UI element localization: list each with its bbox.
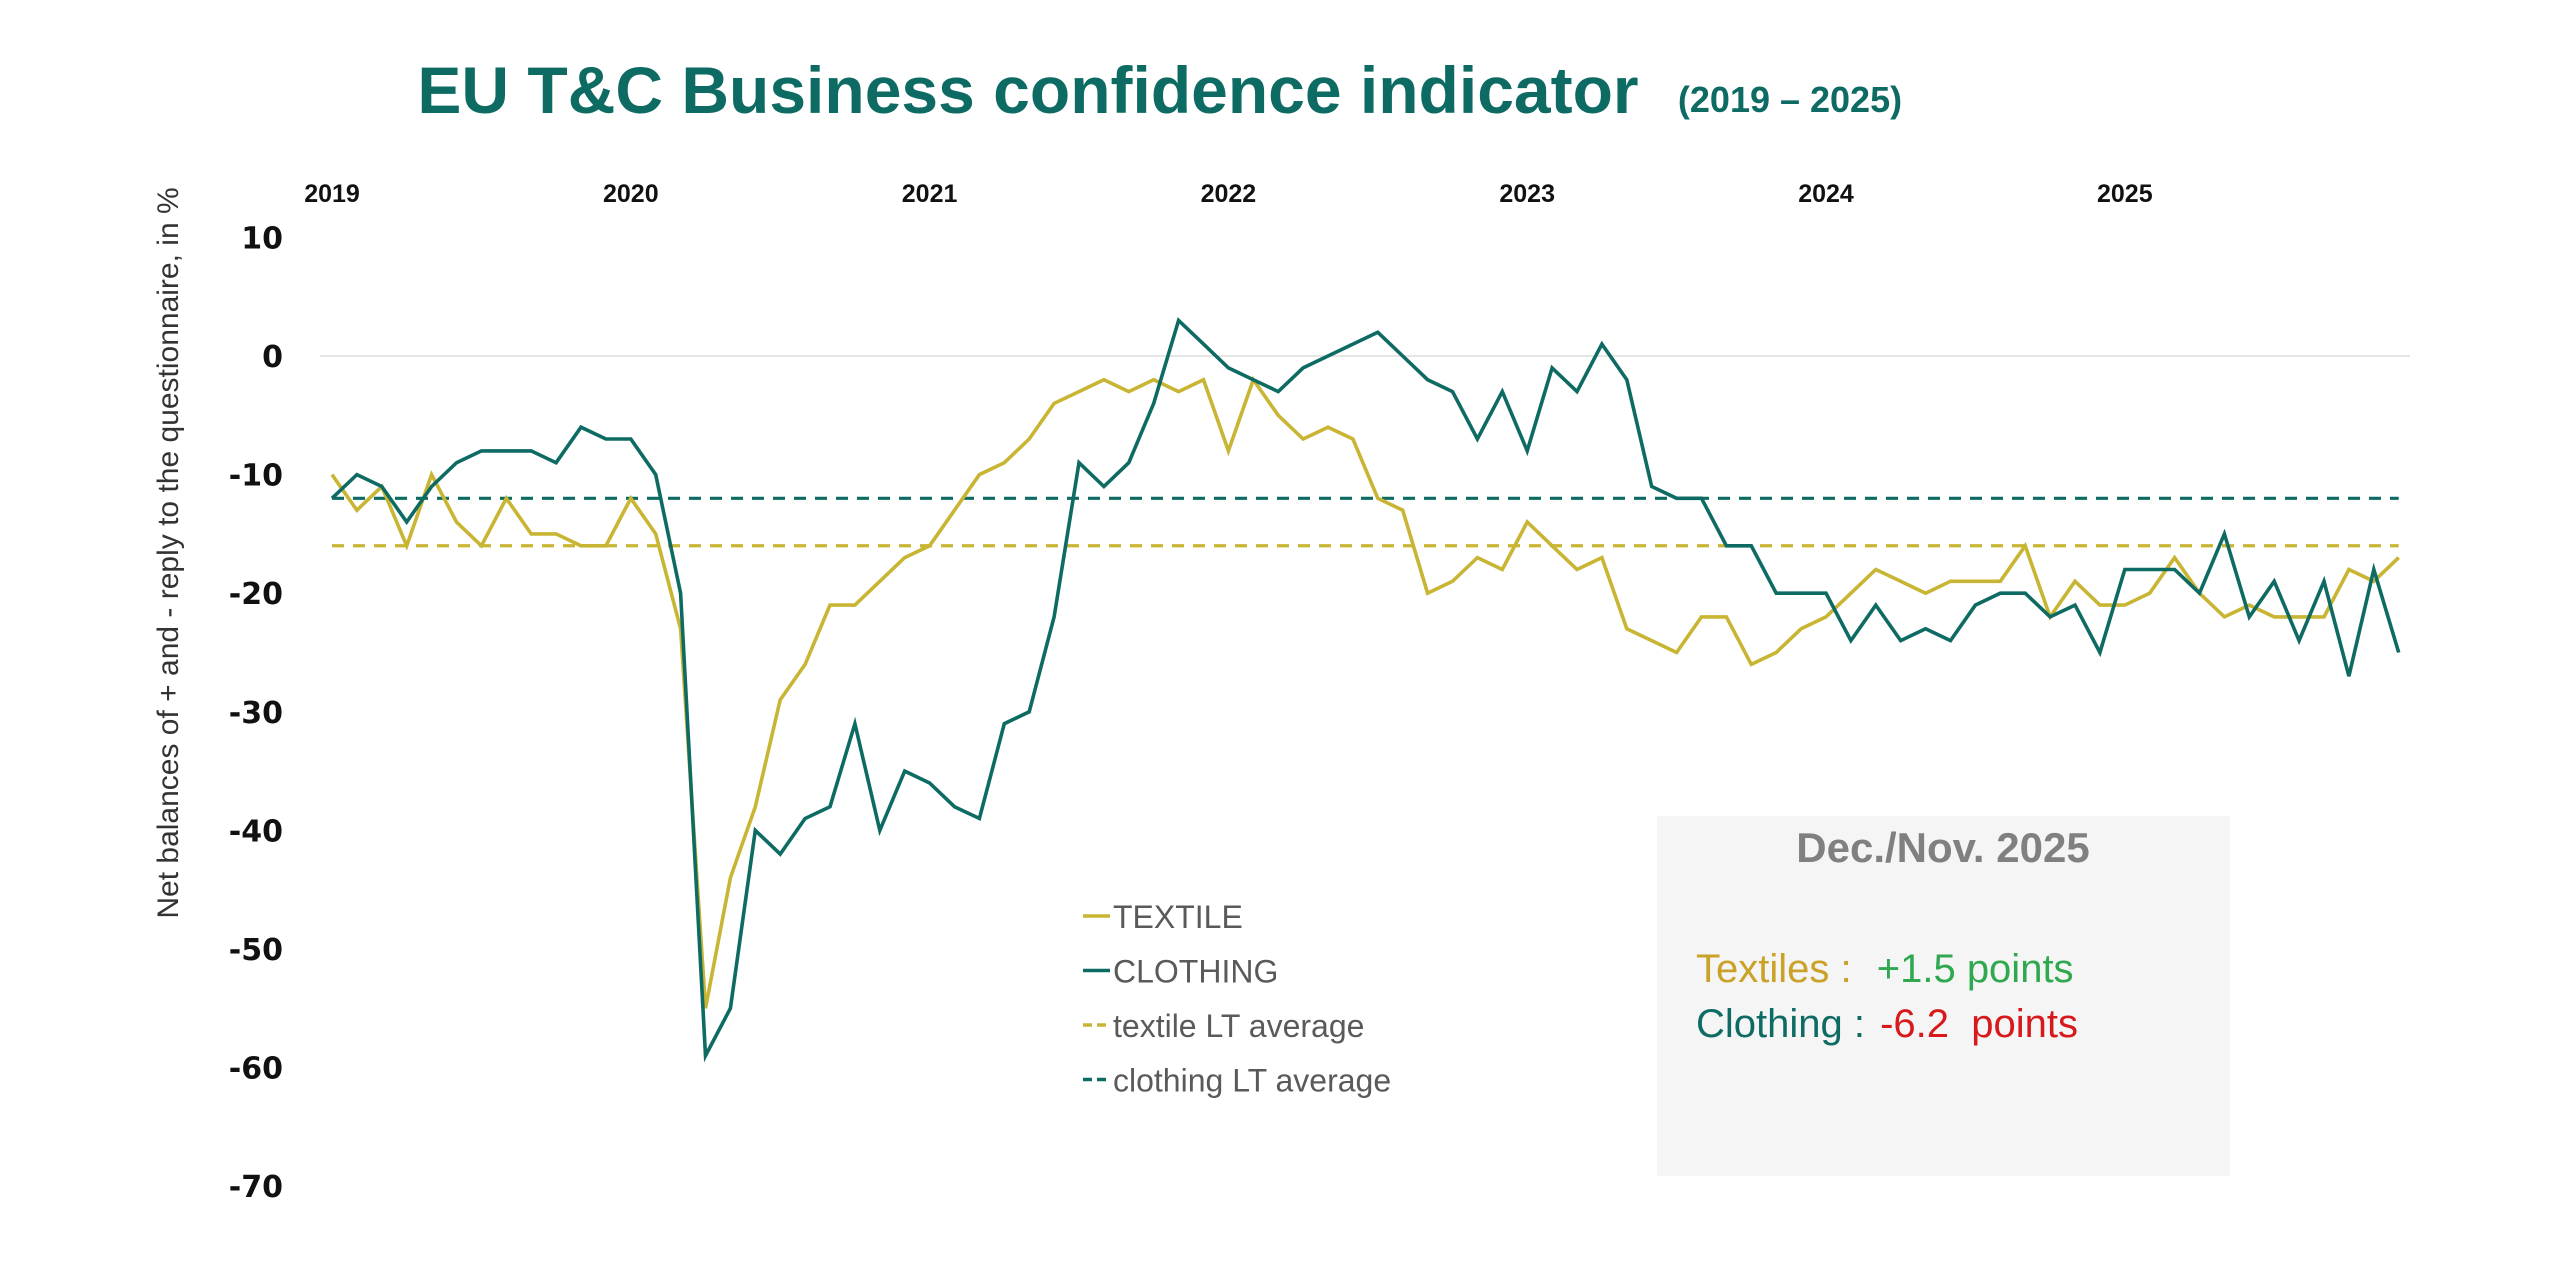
annotation-title: Dec./Nov. 2025 — [1796, 824, 2089, 871]
y-tick-label: 10 — [241, 221, 283, 256]
y-tick-label: -60 — [229, 1052, 283, 1087]
clothing-series — [330, 317, 2401, 1063]
x-year-labels: 2019 2020 2021 2022 2023 2024 2025 — [304, 180, 2153, 208]
x-year-label: 2019 — [304, 180, 360, 208]
annotation-box: Dec./Nov. 2025 Textiles : +1.5 points Cl… — [1657, 816, 2230, 1176]
series-layer — [330, 317, 2401, 1063]
legend-item: CLOTHING — [1083, 954, 1278, 990]
clothing-line — [330, 317, 2401, 1063]
y-tick-label: -70 — [229, 1170, 283, 1205]
y-axis-label: Net balances of + and - reply to the que… — [152, 187, 185, 918]
x-year-label: 2023 — [1499, 180, 1555, 208]
legend: TEXTILE CLOTHING textile LT average clothin… — [1083, 899, 1391, 1099]
legend-label: textile LT average — [1113, 1008, 1364, 1044]
annotation-line-clothing: Clothing : -6.2 points — [1696, 1002, 2078, 1046]
annotation-background — [1657, 816, 2230, 1176]
annotation-line-textiles: Textiles : +1.5 points — [1696, 947, 2074, 991]
chart-title: EU T&C Business confidence indicator — [417, 53, 1638, 127]
chart-subtitle: (2019 – 2025) — [1678, 79, 1902, 120]
legend-label: TEXTILE — [1113, 899, 1243, 935]
y-tick-labels: 10 0 -10 -20 -30 -40 -50 -60 -70 — [229, 221, 283, 1205]
y-tick-label: -10 — [229, 459, 283, 494]
annotation-textiles-label: Textiles : — [1696, 947, 1852, 991]
textile-line — [330, 375, 2400, 1009]
y-tick-label: -30 — [229, 696, 283, 731]
annotation-textiles-value: +1.5 points — [1877, 947, 2074, 991]
y-tick-label: -50 — [229, 933, 283, 968]
x-year-label: 2025 — [2097, 180, 2153, 208]
legend-label: CLOTHING — [1113, 954, 1278, 990]
legend-label: clothing LT average — [1113, 1063, 1391, 1099]
x-year-label: 2022 — [1201, 180, 1257, 208]
y-tick-label: 0 — [262, 340, 283, 375]
y-tick-label: -20 — [229, 577, 283, 612]
legend-item: clothing LT average — [1083, 1063, 1391, 1099]
textile-series — [330, 375, 2400, 1009]
x-year-label: 2024 — [1798, 180, 1854, 208]
y-tick-label: -40 — [229, 814, 283, 849]
x-year-label: 2021 — [902, 180, 958, 208]
legend-item: textile LT average — [1083, 1008, 1364, 1044]
annotation-clothing-value: -6.2 points — [1880, 1002, 2078, 1046]
x-year-label: 2020 — [603, 180, 659, 208]
annotation-clothing-label: Clothing : — [1696, 1002, 1865, 1046]
legend-item: TEXTILE — [1083, 899, 1243, 935]
